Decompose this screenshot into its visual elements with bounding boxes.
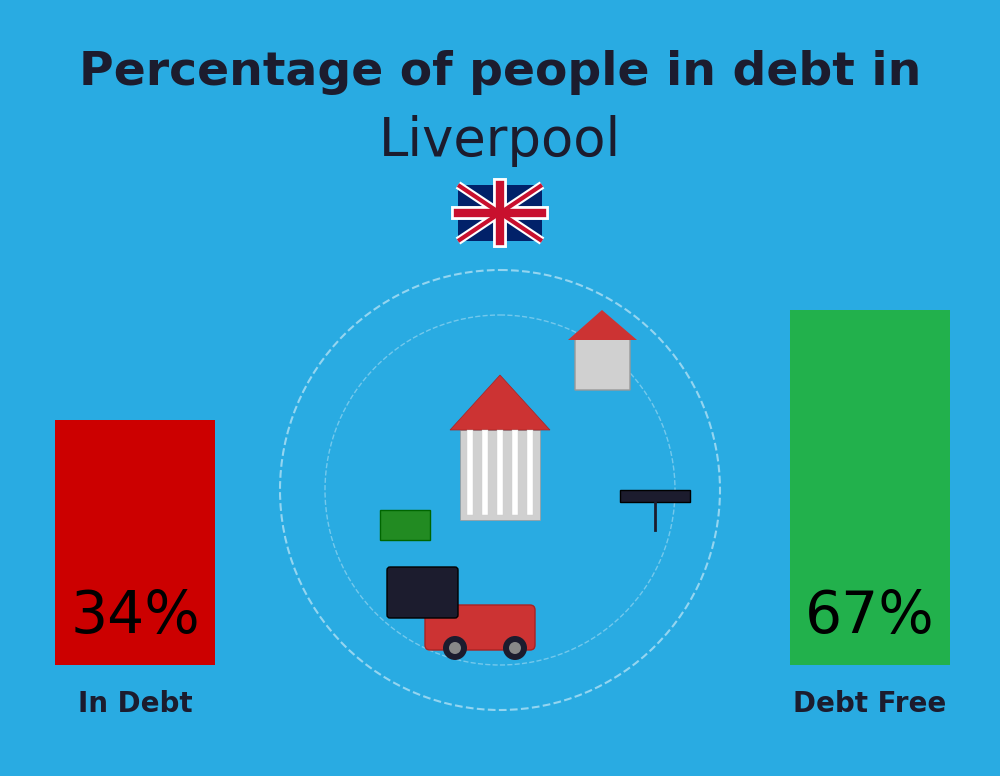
FancyBboxPatch shape [425, 605, 535, 650]
Polygon shape [575, 315, 630, 390]
Polygon shape [450, 375, 550, 430]
FancyBboxPatch shape [387, 567, 458, 618]
Text: Percentage of people in debt in: Percentage of people in debt in [79, 50, 921, 95]
Text: Liverpool: Liverpool [379, 115, 621, 167]
FancyBboxPatch shape [55, 420, 215, 665]
Text: In Debt: In Debt [78, 690, 192, 718]
Text: 67%: 67% [805, 588, 935, 645]
FancyBboxPatch shape [497, 430, 503, 515]
FancyBboxPatch shape [460, 430, 540, 520]
FancyBboxPatch shape [512, 430, 518, 515]
Polygon shape [568, 310, 637, 340]
FancyBboxPatch shape [482, 430, 488, 515]
Circle shape [443, 636, 467, 660]
Text: 34%: 34% [70, 588, 200, 645]
FancyBboxPatch shape [467, 430, 473, 515]
Text: Debt Free: Debt Free [793, 690, 947, 718]
FancyBboxPatch shape [790, 310, 950, 665]
FancyBboxPatch shape [380, 510, 430, 540]
FancyBboxPatch shape [620, 490, 690, 502]
Circle shape [449, 642, 461, 654]
FancyBboxPatch shape [527, 430, 533, 515]
Circle shape [509, 642, 521, 654]
Circle shape [503, 636, 527, 660]
FancyBboxPatch shape [458, 185, 542, 241]
